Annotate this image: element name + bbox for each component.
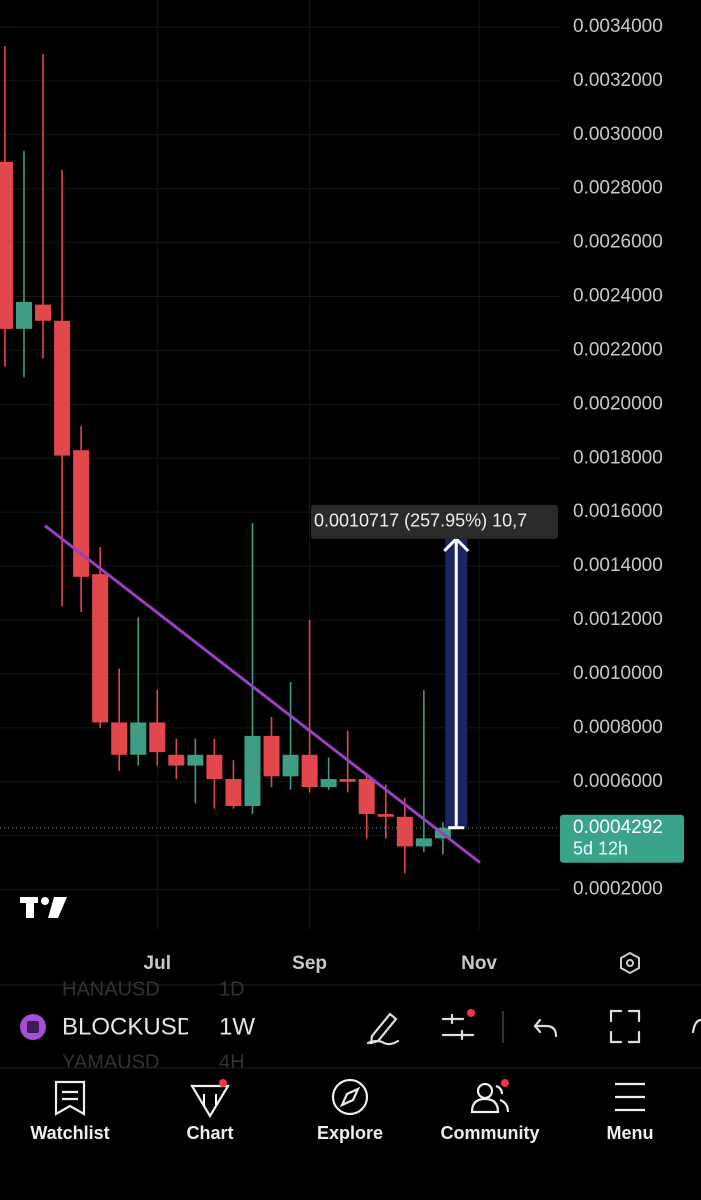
x-tick-label: Jul — [144, 953, 171, 974]
candle-body — [206, 754, 223, 780]
y-tick-label: 0.0010000 — [573, 663, 663, 684]
nav-label[interactable]: Menu — [607, 1123, 654, 1143]
nav-label[interactable]: Watchlist — [30, 1123, 109, 1143]
candle-body — [358, 779, 375, 815]
candle-body — [15, 301, 32, 329]
settings-icon[interactable] — [620, 951, 640, 975]
nav-icons — [54, 1078, 645, 1119]
chart: 0.0034000 0.0032000 0.0030000 0.0028000 0.00… — [0, 0, 684, 974]
y-tick-label: 0.0026000 — [573, 232, 663, 253]
countdown: 5d 12h — [573, 839, 628, 859]
ghost-interval: 4H — [219, 1051, 245, 1073]
ghost-interval: 1D — [219, 978, 245, 1000]
ghost-symbol: HANAUSD — [62, 978, 160, 1000]
candle-body — [130, 722, 147, 755]
toolbar-icons[interactable] — [366, 1009, 701, 1046]
y-tick-label: 0.0028000 — [573, 178, 663, 199]
y-tick-label: 0.0032000 — [573, 70, 663, 91]
tv-logo — [20, 897, 67, 918]
x-tick-label: Nov — [461, 953, 497, 974]
candle-body — [225, 779, 242, 806]
symbol-icon-inner — [27, 1021, 39, 1033]
last-price-box — [560, 814, 684, 863]
y-tick-label: 0.0024000 — [573, 286, 663, 307]
candle-body — [415, 838, 432, 847]
trendline — [44, 524, 481, 864]
y-tick-label: 0.0006000 — [573, 771, 663, 792]
x-tick-label: Sep — [292, 953, 327, 974]
candle-body — [149, 722, 166, 753]
candle-body — [282, 754, 299, 777]
chart-nav-glyph — [203, 1094, 217, 1106]
candle-body — [35, 304, 52, 321]
measure-tooltip — [311, 504, 558, 539]
alert-dot — [219, 1079, 227, 1087]
alert-dot — [467, 1009, 475, 1017]
y-tick-label: 0.0030000 — [573, 124, 663, 145]
y-tick-label: 0.0018000 — [573, 447, 663, 468]
y-tick-label: 0.0016000 — [573, 501, 663, 522]
measure-label: 0.0010717 (257.95%) 10,7 — [314, 511, 527, 531]
nav: Watchlist Chart Explore Community Menu — [30, 1123, 653, 1143]
y-tick-label: 0.0008000 — [573, 717, 663, 738]
candle-body — [396, 816, 413, 847]
candle-body — [244, 735, 261, 806]
toolbar — [0, 1004, 701, 1050]
candle-body — [54, 320, 71, 456]
y-tick-label: 0.0020000 — [573, 393, 663, 414]
measure-arrowhead — [443, 536, 470, 552]
candle-body — [73, 450, 90, 577]
y-tick-label: 0.0002000 — [573, 879, 663, 900]
candle-body — [377, 814, 394, 817]
candle-body — [168, 754, 185, 766]
last-price-label: 0.0004292 — [573, 817, 663, 838]
candle-body — [301, 754, 318, 788]
candle-body — [0, 161, 13, 329]
candle-body — [263, 735, 280, 777]
symbol[interactable]: BLOCKUSD — [62, 1013, 194, 1040]
candle-body — [339, 779, 356, 782]
candle-body — [111, 722, 128, 755]
y-tick-label: 0.0022000 — [573, 339, 663, 360]
alert-dot — [501, 1079, 509, 1087]
nav-label[interactable]: Chart — [186, 1123, 233, 1143]
candle-body — [187, 754, 204, 766]
nav-label[interactable]: Explore — [317, 1123, 383, 1143]
nav-label[interactable]: Community — [441, 1123, 540, 1143]
interval[interactable]: 1W — [219, 1013, 255, 1040]
candle-body — [92, 574, 109, 723]
candle-body — [320, 779, 337, 788]
y-tick-label: 0.0012000 — [573, 609, 663, 630]
ghost-symbol: YAMAUSD — [62, 1051, 159, 1073]
y-tick-label: 0.0014000 — [573, 555, 663, 576]
y-tick-label: 0.0034000 — [573, 16, 663, 37]
